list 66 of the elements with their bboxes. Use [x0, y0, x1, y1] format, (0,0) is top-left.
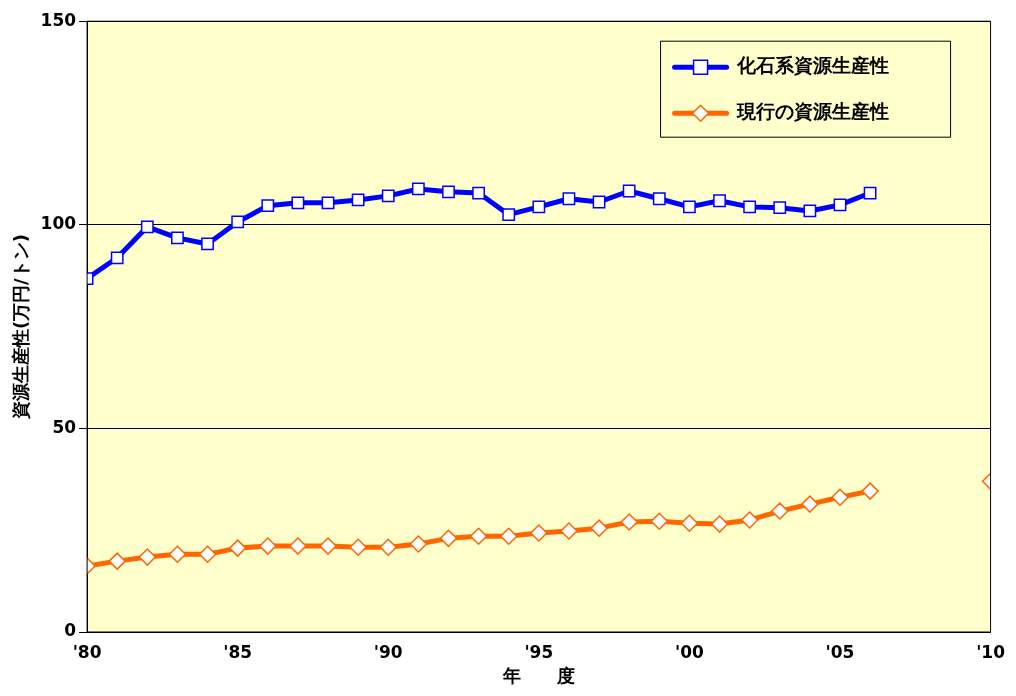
point — [831, 488, 849, 506]
x-tick-label: '95 — [524, 641, 554, 662]
point — [228, 539, 247, 557]
point — [863, 186, 877, 200]
point — [138, 548, 157, 566]
point — [409, 535, 428, 553]
y-axis-title: 資源生産性(万円/トン) — [10, 234, 32, 421]
point — [140, 220, 154, 234]
point — [740, 511, 759, 529]
point — [710, 515, 729, 533]
point — [773, 201, 787, 215]
point — [622, 184, 636, 198]
point — [743, 200, 757, 214]
point — [590, 519, 608, 537]
x-tick-label: '00 — [674, 641, 704, 662]
y-tick-label: 150 — [40, 9, 77, 30]
point — [201, 237, 214, 251]
point — [261, 199, 275, 213]
point — [108, 552, 126, 570]
point — [472, 186, 485, 200]
point — [168, 545, 187, 563]
point — [562, 192, 576, 206]
point — [171, 231, 184, 245]
legend-label: 化石系資源生産性 — [735, 54, 889, 77]
point — [289, 537, 307, 555]
point — [652, 192, 666, 206]
point — [469, 527, 488, 546]
point — [439, 529, 458, 548]
point — [530, 524, 548, 542]
point — [198, 545, 217, 563]
point — [291, 196, 305, 210]
point — [502, 208, 516, 222]
point — [833, 198, 847, 212]
point — [620, 513, 638, 531]
point — [231, 215, 245, 229]
x-tick-label: '10 — [976, 641, 1006, 662]
x-tick-label: '05 — [825, 641, 855, 662]
point — [442, 185, 455, 199]
point — [259, 537, 277, 555]
point — [321, 196, 335, 210]
point — [713, 194, 726, 208]
point — [319, 537, 337, 555]
y-tick-label: 0 — [64, 620, 77, 641]
point — [499, 527, 518, 546]
y-tick-label: 50 — [52, 416, 77, 437]
y-tick-label: 100 — [40, 213, 77, 234]
point — [803, 204, 817, 218]
point — [379, 538, 397, 557]
point — [801, 495, 819, 513]
x-tick-label: '80 — [72, 641, 102, 662]
point — [771, 502, 789, 520]
point — [110, 251, 124, 265]
point — [351, 193, 365, 207]
point — [532, 200, 546, 214]
point — [560, 522, 578, 540]
point — [349, 538, 367, 557]
x-axis-title: 年 度 — [501, 664, 575, 686]
point — [680, 514, 699, 533]
point — [411, 182, 425, 196]
legend-label: 現行の資源生産性 — [735, 100, 889, 123]
x-tick-label: '90 — [373, 641, 403, 662]
point — [861, 482, 879, 500]
point — [683, 200, 696, 214]
point — [381, 189, 395, 203]
point — [650, 512, 669, 530]
x-tick-label: '85 — [223, 641, 253, 662]
